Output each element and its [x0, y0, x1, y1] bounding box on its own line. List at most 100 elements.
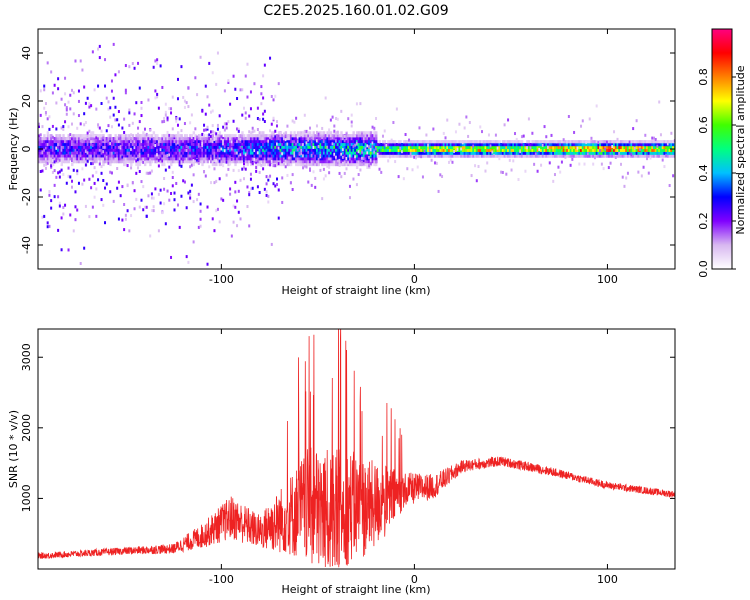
- spectrogram-cell: [159, 188, 162, 192]
- spectrogram-cell: [481, 145, 484, 150]
- spectrogram-cell: [220, 197, 223, 201]
- snr-frame: [37, 328, 676, 570]
- spectrogram-cell: [138, 120, 141, 124]
- spectrogram-cell: [439, 143, 442, 147]
- spectrogram-cell: [625, 176, 628, 180]
- spectrogram-cell: [482, 154, 486, 158]
- spectrogram-cell: [104, 221, 107, 225]
- spectrogram-cell: [501, 148, 505, 152]
- spectrogram-cell: [550, 151, 553, 155]
- spectrogram-cell: [293, 157, 296, 161]
- spectrogram-cell: [175, 157, 178, 161]
- spectrogram-cell: [508, 145, 512, 150]
- spectrogram-cell: [385, 143, 388, 147]
- spectrogram-cell: [41, 160, 44, 164]
- spectrogram-cell: [71, 137, 74, 141]
- spectrogram-cell: [79, 262, 82, 266]
- spectrogram-cell: [180, 151, 183, 155]
- spectrogram-cell: [97, 154, 100, 158]
- spectrogram-cell: [623, 184, 626, 188]
- spectrogram-cell: [138, 160, 142, 164]
- spectrogram-cell: [501, 140, 505, 144]
- spectrogram-cell: [588, 145, 592, 150]
- spectrogram-cell: [65, 137, 69, 141]
- spectrogram-cell: [416, 151, 420, 155]
- spectrogram-cell: [128, 142, 131, 146]
- spectrogram-cell: [614, 145, 618, 150]
- spectrogram-cell: [51, 151, 55, 155]
- spectrogram-cell: [237, 137, 241, 141]
- spectrogram-cell: [48, 190, 51, 194]
- spectrogram-cell: [361, 132, 364, 136]
- spectrogram-cell: [130, 137, 133, 141]
- spectrogram-cell: [269, 157, 272, 161]
- spectrogram-cell: [124, 148, 128, 152]
- spectrogram-cell: [279, 134, 282, 138]
- spectrogram-cell: [317, 160, 321, 164]
- spectrogram-cell: [216, 151, 220, 155]
- spectrogram-cell: [60, 137, 63, 141]
- spectrogram-cell: [249, 137, 253, 141]
- spectrogram-cell: [241, 134, 244, 138]
- spectrogram-cell: [137, 160, 140, 164]
- spectrogram-cell: [213, 139, 216, 144]
- spectrogram-cell: [154, 137, 157, 141]
- spectrogram-cell: [84, 160, 88, 164]
- spectrogram-cell: [519, 143, 522, 147]
- spectrogram-cell: [630, 143, 633, 147]
- spectrogram-cell: [613, 145, 616, 150]
- spectrogram-cell: [213, 148, 216, 152]
- spectrogram-cell: [83, 142, 86, 146]
- spectrogram-cell: [123, 145, 126, 149]
- spectrogram-cell: [314, 145, 317, 149]
- spectrogram-cell: [117, 154, 121, 158]
- spectrogram-cell: [635, 145, 639, 150]
- spectrogram-cell: [173, 139, 176, 144]
- spectrogram-cell: [192, 173, 195, 177]
- spectrogram-cell: [48, 142, 51, 146]
- spectrogram-cell: [371, 125, 374, 129]
- spectrogram-cell: [199, 151, 202, 155]
- spectrogram-cell: [156, 58, 159, 62]
- spectrogram-cell: [43, 139, 46, 144]
- spectrogram-cell: [397, 140, 401, 144]
- spectrogram-cell: [324, 136, 327, 140]
- spectrogram-cell: [104, 154, 107, 158]
- spectrogram-cell: [632, 140, 635, 144]
- spectrogram-cell: [571, 154, 574, 158]
- spectrogram-cell: [336, 162, 340, 167]
- spectrogram-cell: [69, 107, 72, 111]
- spectrogram-cell: [166, 157, 169, 161]
- spectrogram-cell: [44, 137, 48, 141]
- spectrogram-cell: [267, 137, 270, 141]
- spectrogram-cell: [183, 154, 187, 158]
- spectrogram-cell: [447, 140, 451, 144]
- spectrogram-cell: [414, 156, 417, 160]
- spectrogram-cell: [494, 148, 498, 152]
- spectrogram-cell: [541, 140, 545, 144]
- spectrogram-cell: [481, 154, 484, 158]
- spectrogram-cell: [237, 134, 241, 138]
- spectrogram-cell: [77, 139, 81, 144]
- spectrogram-cell: [102, 154, 105, 158]
- spectrogram-cell: [242, 159, 245, 163]
- spectrogram-cell: [152, 65, 155, 69]
- spectrogram-cell: [163, 139, 166, 144]
- spectrogram-cell: [352, 162, 355, 167]
- spectrogram-cell: [95, 214, 98, 218]
- spectrogram-cell: [364, 145, 368, 149]
- spectrogram-cell: [491, 140, 494, 144]
- spectrogram-cell: [175, 137, 178, 141]
- spectrogram-cell: [124, 160, 128, 164]
- spectrogram-cell: [599, 143, 602, 147]
- spectrogram-cell: [621, 151, 625, 155]
- spectrogram-cell: [279, 157, 282, 161]
- spectrogram-cell: [110, 139, 114, 144]
- spectrogram-cell: [593, 148, 597, 152]
- spectrogram-cell: [302, 131, 305, 135]
- spectrogram-cell: [126, 134, 130, 138]
- spectrogram-cell: [623, 143, 626, 147]
- spectrogram-cell: [421, 154, 425, 158]
- spectrogram-xtick-label: 0: [411, 273, 418, 286]
- spectrogram-cell: [253, 154, 256, 158]
